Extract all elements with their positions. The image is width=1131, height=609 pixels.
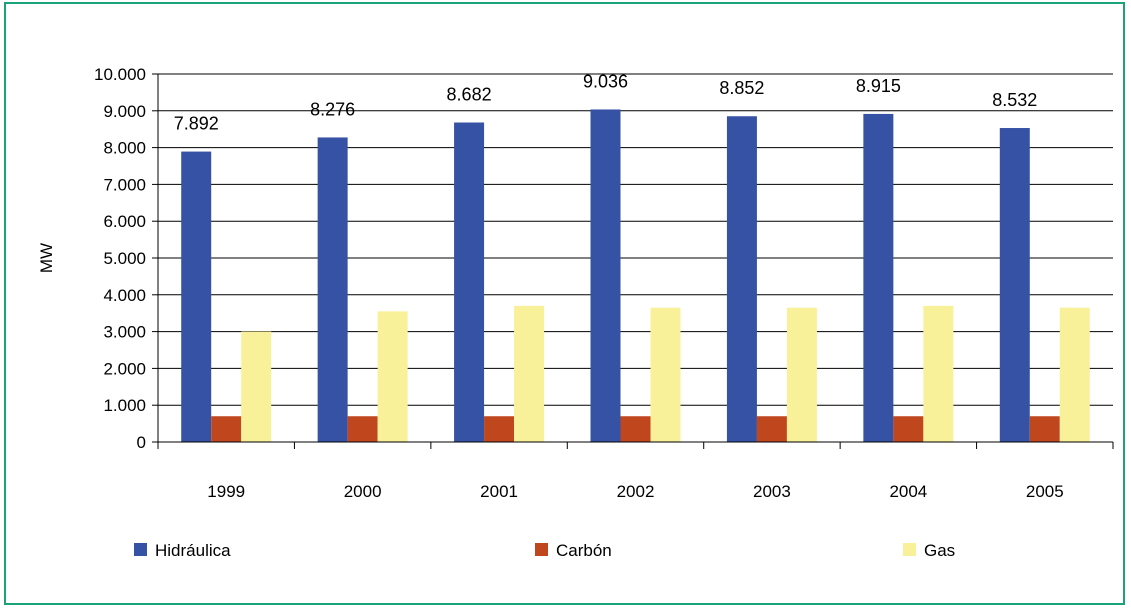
bar-gas <box>1059 307 1090 442</box>
bar-hidráulica <box>317 137 348 442</box>
data-label: 8.852 <box>719 78 764 98</box>
y-tick-label: 10.000 <box>94 65 146 84</box>
data-label: 8.915 <box>856 76 901 96</box>
data-label: 8.682 <box>447 85 492 105</box>
bar-gas <box>923 305 954 442</box>
data-label: 8.532 <box>992 90 1037 110</box>
bar-hidráulica <box>454 122 485 442</box>
legend-label: Carbón <box>556 541 612 560</box>
x-tick-label: 2004 <box>889 482 927 501</box>
bars <box>181 109 1090 443</box>
y-tick-label: 8.000 <box>103 139 146 158</box>
legend: Hidráulica Carbón Gas <box>134 541 955 560</box>
bar-carbón <box>893 416 924 442</box>
axes: 0 1.000 2.000 3.000 4.000 5.000 6.000 7.000 8.00… <box>94 65 1114 501</box>
data-label: 8.276 <box>310 99 355 119</box>
data-labels: 7.892 8.276 8.682 9.036 8.852 8.915 8.532 <box>174 71 1038 133</box>
bar-hidráulica <box>181 151 212 442</box>
legend-label: Gas <box>924 541 955 560</box>
bar-carbón <box>347 416 378 442</box>
y-tick-label: 4.000 <box>103 286 146 305</box>
data-label: 7.892 <box>174 114 219 134</box>
x-tick-label: 2003 <box>753 482 791 501</box>
y-tick-label: 6.000 <box>103 212 146 231</box>
data-label: 9.036 <box>583 71 628 91</box>
bar-hidráulica <box>726 116 757 442</box>
bar-gas <box>241 331 272 442</box>
x-tick-label: 2005 <box>1026 482 1064 501</box>
bar-gas <box>786 307 817 442</box>
y-tick-label: 9.000 <box>103 102 146 121</box>
x-tick-label: 1999 <box>207 482 245 501</box>
y-tick-label: 2.000 <box>103 359 146 378</box>
bar-hidráulica <box>999 128 1030 442</box>
bar-gas <box>650 307 681 442</box>
legend-label: Hidráulica <box>155 541 231 560</box>
y-tick-label: 3.000 <box>103 323 146 342</box>
gridlines <box>158 73 1113 406</box>
legend-swatch <box>134 543 147 556</box>
y-tick-label: 5.000 <box>103 249 146 268</box>
x-tick-label: 2001 <box>480 482 518 501</box>
y-tick-label: 7.000 <box>103 175 146 194</box>
bar-hidráulica <box>590 109 621 443</box>
bar-carbón <box>620 416 651 442</box>
bar-carbón <box>756 416 787 442</box>
y-tick-label: 1.000 <box>103 396 146 415</box>
bar-gas <box>514 305 545 442</box>
legend-swatch <box>535 543 548 556</box>
x-tick-label: 2002 <box>617 482 655 501</box>
y-tick-label: 0 <box>137 433 146 452</box>
bar-carbón <box>1029 416 1060 442</box>
x-tick-label: 2000 <box>344 482 382 501</box>
legend-swatch <box>903 543 916 556</box>
bar-carbón <box>211 416 242 442</box>
bar-carbón <box>484 416 515 442</box>
y-axis-label: MW <box>37 243 56 273</box>
bar-hidráulica <box>863 113 894 442</box>
bar-gas <box>377 311 408 442</box>
